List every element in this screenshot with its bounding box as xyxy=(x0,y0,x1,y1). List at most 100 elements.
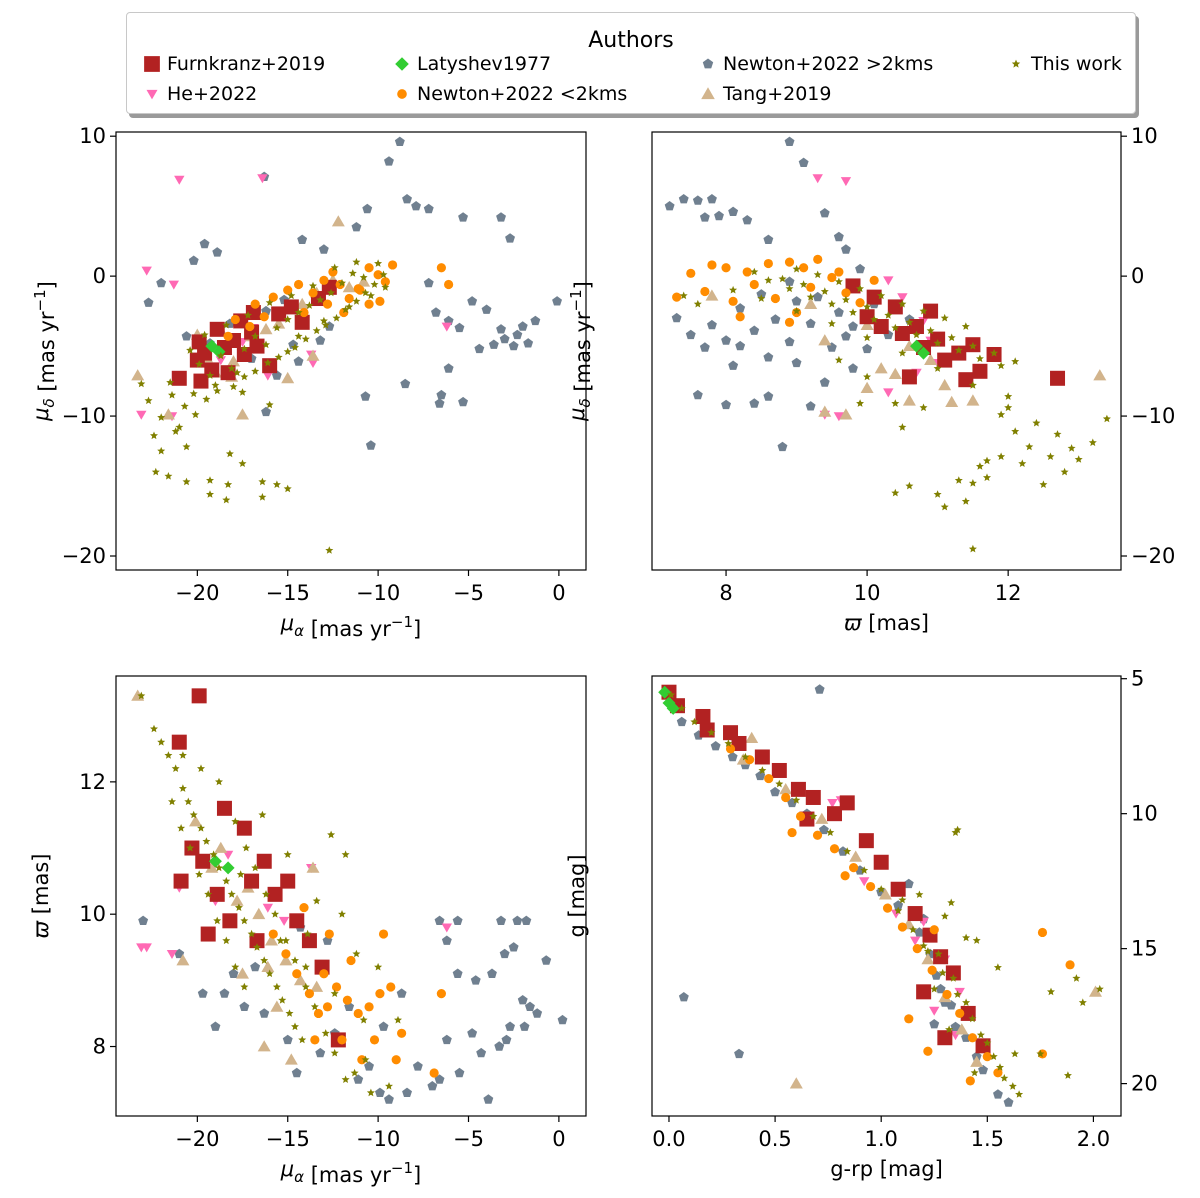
data-point-newgt xyxy=(396,988,407,998)
legend-entry-he: He+2022 xyxy=(141,83,257,105)
data-point-this xyxy=(319,316,328,325)
data-point-furn xyxy=(195,853,211,869)
data-point-he xyxy=(883,388,894,398)
data-point-newlt xyxy=(787,827,797,838)
data-point-newgt xyxy=(364,1061,374,1071)
data-point-newlt xyxy=(337,1035,347,1045)
data-points xyxy=(131,688,568,1104)
data-point-newlt xyxy=(436,988,446,999)
data-point-newgt xyxy=(239,1001,250,1011)
data-point-tang xyxy=(281,371,295,384)
data-point-newlt xyxy=(436,263,446,273)
x-tick-label: −5 xyxy=(453,581,484,605)
data-point-newlt xyxy=(375,988,385,999)
data-point-newlt xyxy=(346,955,356,966)
data-point-furn xyxy=(908,319,924,335)
data-point-furn xyxy=(171,734,187,750)
data-point-this xyxy=(186,843,195,852)
data-point-newgt xyxy=(791,357,802,368)
data-point-newgt xyxy=(756,289,767,299)
data-point-newlt xyxy=(319,969,329,979)
data-point-this xyxy=(1036,1049,1045,1058)
data-point-this xyxy=(171,427,180,435)
data-point-newgt xyxy=(1003,1097,1014,1107)
data-point-newgt xyxy=(199,238,210,249)
data-point-this xyxy=(1078,998,1087,1006)
data-point-newlt xyxy=(700,286,710,297)
data-point-newlt xyxy=(283,285,293,295)
data-point-tang xyxy=(230,894,244,906)
data-point-newgt xyxy=(784,276,795,286)
data-point-newgt xyxy=(749,398,760,408)
data-point-this xyxy=(997,410,1006,419)
data-point-newlt xyxy=(929,925,939,935)
data-point-this xyxy=(898,423,907,431)
data-point-newgt xyxy=(212,247,223,257)
data-point-this xyxy=(679,291,688,300)
data-point-newgt xyxy=(855,263,865,274)
star-marker-icon xyxy=(1011,59,1021,68)
data-point-this xyxy=(877,885,886,893)
data-point-this xyxy=(240,372,249,381)
data-point-this xyxy=(856,399,864,407)
data-point-this xyxy=(200,330,209,339)
data-point-newlt xyxy=(840,871,850,881)
data-point-furn xyxy=(845,278,861,294)
data-point-this xyxy=(263,358,272,367)
data-point-newgt xyxy=(523,338,534,348)
data-point-this xyxy=(945,1025,954,1033)
triangle-up-marker-icon xyxy=(701,87,715,100)
data-point-laty xyxy=(658,685,672,699)
data-point-this xyxy=(997,361,1006,370)
data-point-this xyxy=(298,1035,307,1044)
data-point-this xyxy=(374,259,383,267)
data-point-this xyxy=(968,1014,977,1023)
data-point-this xyxy=(381,283,390,291)
legend-marker xyxy=(144,56,160,72)
data-point-this xyxy=(1015,1090,1024,1098)
data-point-this xyxy=(178,751,187,759)
data-point-this xyxy=(961,497,970,505)
data-point-furn xyxy=(771,762,787,778)
data-point-newlt xyxy=(725,744,736,754)
data-point-newlt xyxy=(364,299,374,309)
data-point-newgt xyxy=(351,222,362,232)
data-point-newlt xyxy=(855,298,865,308)
data-point-this xyxy=(905,481,914,490)
data-point-this xyxy=(894,906,903,915)
data-point-this xyxy=(933,339,942,347)
data-point-newgt xyxy=(499,333,510,344)
data-point-this xyxy=(177,824,186,832)
data-point-newlt xyxy=(955,1008,965,1019)
data-point-tang xyxy=(161,408,175,420)
data-point-this xyxy=(175,423,184,431)
data-point-tang xyxy=(878,888,892,900)
data-point-furn xyxy=(200,926,216,942)
data-point-tang xyxy=(176,954,190,966)
data-point-newgt xyxy=(454,1067,465,1078)
data-point-newgt xyxy=(499,948,510,959)
data-point-newgt xyxy=(315,335,326,345)
x-tick-label: −5 xyxy=(453,1127,484,1151)
data-point-tang xyxy=(236,408,249,420)
data-point-newgt xyxy=(508,340,519,351)
data-point-newgt xyxy=(814,684,825,694)
data-point-newlt xyxy=(904,1014,914,1024)
data-point-newgt xyxy=(833,231,844,242)
data-point-newlt xyxy=(735,312,745,322)
data-point-tang xyxy=(921,953,935,965)
plot-frame xyxy=(115,675,587,1117)
data-point-newgt xyxy=(411,201,421,211)
data-point-newgt xyxy=(501,1034,512,1045)
data-point-he xyxy=(441,923,452,933)
data-point-this xyxy=(283,315,292,323)
data-point-this xyxy=(272,982,281,991)
data-point-tang xyxy=(357,275,371,287)
data-point-furn xyxy=(930,331,946,347)
data-point-newgt xyxy=(841,331,851,341)
data-point-this xyxy=(258,477,267,486)
data-point-this xyxy=(137,379,146,388)
data-point-newlt xyxy=(742,267,752,277)
data-point-this xyxy=(962,998,971,1006)
